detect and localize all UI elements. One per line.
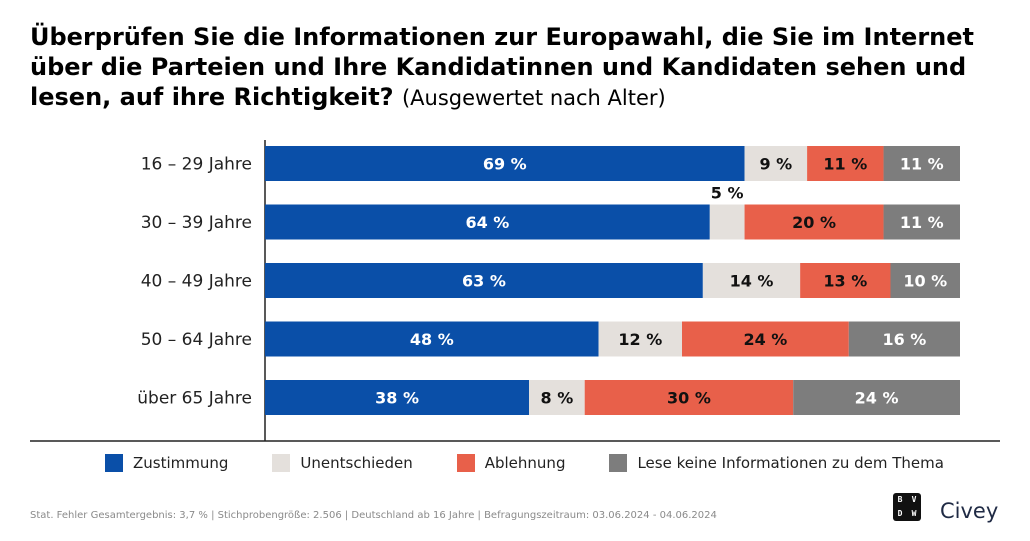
category-label: 30 – 39 Jahre xyxy=(141,213,252,233)
legend-item: Zustimmung xyxy=(105,454,228,472)
bar-segment xyxy=(807,146,884,181)
data-label: 63 % xyxy=(462,272,506,291)
bar-segment xyxy=(800,263,891,298)
data-label: 13 % xyxy=(823,272,867,291)
data-label: 11 % xyxy=(823,155,867,174)
bar-segment xyxy=(883,204,960,240)
data-label: 12 % xyxy=(618,330,662,349)
legend-item: Ablehnung xyxy=(456,454,566,472)
data-label: 11 % xyxy=(900,155,944,174)
bar-segment xyxy=(584,380,794,415)
bvdw-logo: B V D W xyxy=(893,493,921,521)
bvdw-logo-letter-2: V xyxy=(911,495,917,504)
bar-segment xyxy=(598,321,682,357)
legend-swatch xyxy=(609,454,628,472)
bar-segment xyxy=(848,321,960,357)
data-label: 11 % xyxy=(900,213,944,232)
chart-legend: Zustimmung Unentschieden Ablehnung Lese kei… xyxy=(105,452,988,474)
bar-segment xyxy=(265,204,710,240)
data-label: 5 % xyxy=(711,184,744,203)
legend-label: Lese keine Informationen zu dem Thema xyxy=(637,454,944,472)
data-label: 48 % xyxy=(410,330,454,349)
footer-note: Stat. Fehler Gesamtergebnis: 3,7 % | Sti… xyxy=(30,510,717,521)
data-label: 64 % xyxy=(465,213,509,232)
bar-segment xyxy=(890,263,960,298)
data-label: 14 % xyxy=(730,272,774,291)
bar-segment xyxy=(265,146,745,181)
data-label: 24 % xyxy=(855,389,899,408)
bar-segment xyxy=(529,380,585,415)
bar-segment xyxy=(265,263,703,298)
category-label: 16 – 29 Jahre xyxy=(141,155,252,175)
chart-title: Überprüfen Sie die Informationen zur Eur… xyxy=(30,22,1010,113)
data-label: 30 % xyxy=(667,389,711,408)
legend-item: Unentschieden xyxy=(272,454,413,472)
bar-segment xyxy=(265,380,530,415)
bar-segment xyxy=(744,204,884,240)
legend-label: Ablehnung xyxy=(484,454,566,472)
legend-swatch xyxy=(456,454,475,472)
data-label: 9 % xyxy=(759,155,792,174)
legend-item: Lese keine Informationen zu dem Thema xyxy=(609,454,944,472)
legend-swatch xyxy=(272,454,291,472)
bvdw-logo-letter-1: B xyxy=(897,495,903,504)
legend-label: Zustimmung xyxy=(133,454,229,472)
bar-segment xyxy=(702,263,801,298)
title-subtitle: (Ausgewertet nach Alter) xyxy=(401,86,666,110)
data-label: 38 % xyxy=(375,389,419,408)
bvdw-logo-letter-4: W xyxy=(911,509,917,518)
bvdw-logo-letter-3: D xyxy=(897,509,903,518)
civey-logo: Civey xyxy=(940,499,999,523)
bar-segment xyxy=(682,321,849,357)
bar-segment xyxy=(883,146,960,181)
bar-segment xyxy=(709,204,745,240)
bar-segment xyxy=(265,321,599,357)
bar-segment xyxy=(793,380,960,415)
category-label: 40 – 49 Jahre xyxy=(141,272,252,292)
category-label: 50 – 64 Jahre xyxy=(141,330,252,350)
data-label: 20 % xyxy=(792,213,836,232)
data-label: 69 % xyxy=(483,155,527,174)
data-label: 24 % xyxy=(743,330,787,349)
legend-label: Unentschieden xyxy=(300,454,413,472)
category-label: über 65 Jahre xyxy=(137,389,252,409)
data-label: 10 % xyxy=(903,272,947,291)
data-label: 8 % xyxy=(541,389,574,408)
legend-swatch xyxy=(105,454,123,472)
bar-segment xyxy=(744,146,808,181)
data-label: 16 % xyxy=(882,330,926,349)
title-main: Überprüfen Sie die Informationen zur Eur… xyxy=(30,23,974,111)
